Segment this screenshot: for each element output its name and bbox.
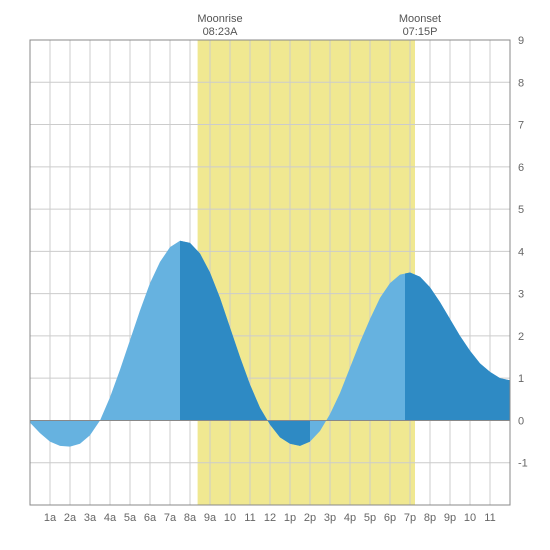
x-tick-label: 3p xyxy=(324,512,336,524)
x-tick-label: 5p xyxy=(364,512,376,524)
x-tick-label: 9p xyxy=(444,512,456,524)
x-tick-label: 7p xyxy=(404,512,416,524)
x-tick-label: 8a xyxy=(184,512,197,524)
moonset-label: Moonset xyxy=(399,13,441,25)
y-tick-label: 4 xyxy=(518,246,524,258)
y-tick-label: -1 xyxy=(518,458,528,470)
tide-chart: 1a2a3a4a5a6a7a8a9a1011121p2p3p4p5p6p7p8p… xyxy=(10,10,540,540)
tide-chart-svg: 1a2a3a4a5a6a7a8a9a1011121p2p3p4p5p6p7p8p… xyxy=(10,10,540,540)
x-tick-label: 2a xyxy=(64,512,77,524)
x-tick-label: 10 xyxy=(464,512,476,524)
x-tick-label: 8p xyxy=(424,512,436,524)
y-tick-label: 8 xyxy=(518,77,524,89)
y-tick-label: 3 xyxy=(518,289,524,301)
y-tick-label: 2 xyxy=(518,331,524,343)
x-tick-label: 6a xyxy=(144,512,157,524)
y-tick-label: 7 xyxy=(518,120,524,132)
moonrise-value: 08:23A xyxy=(203,26,239,38)
x-tick-label: 3a xyxy=(84,512,97,524)
x-tick-label: 6p xyxy=(384,512,396,524)
y-tick-label: 5 xyxy=(518,204,524,216)
x-tick-label: 5a xyxy=(124,512,137,524)
x-tick-label: 11 xyxy=(244,512,255,524)
y-tick-label: 6 xyxy=(518,162,524,174)
x-tick-label: 9a xyxy=(204,512,217,524)
x-tick-label: 1p xyxy=(284,512,296,524)
moonrise-label: Moonrise xyxy=(197,13,242,25)
x-tick-label: 12 xyxy=(264,512,276,524)
y-tick-label: 0 xyxy=(518,415,524,427)
y-tick-label: 9 xyxy=(518,35,524,47)
y-tick-label: 1 xyxy=(518,373,524,385)
x-tick-label: 1a xyxy=(44,512,57,524)
x-tick-label: 10 xyxy=(224,512,236,524)
x-tick-label: 4a xyxy=(104,512,117,524)
moonset-value: 07:15P xyxy=(403,26,438,38)
x-tick-label: 11 xyxy=(484,512,495,524)
x-tick-label: 7a xyxy=(164,512,177,524)
x-tick-label: 2p xyxy=(304,512,316,524)
x-tick-label: 4p xyxy=(344,512,356,524)
